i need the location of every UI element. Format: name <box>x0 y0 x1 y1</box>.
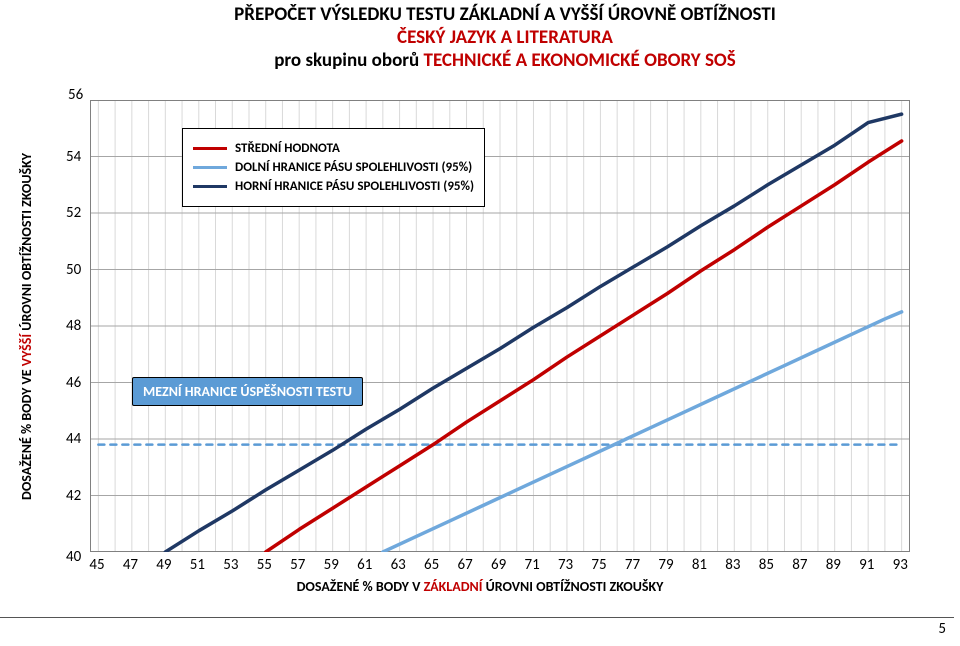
xtick-label: 89 <box>826 556 841 574</box>
xtick-label: 59 <box>324 556 339 574</box>
legend-swatch <box>193 185 227 188</box>
y-axis-title: DOSAŽENÉ % BODY VE VYŠŠÍ ÚROVNI OBTÍŽNOS… <box>18 153 35 500</box>
ytick-label: 46 <box>66 374 81 392</box>
legend-label: DOLNÍ HRANICE PÁSU SPOLEHLIVOSTI (95%) <box>235 160 472 175</box>
title-line-1: PŘEPOČET VÝSLEDKU TESTU ZÁKLADNÍ A VYŠŠÍ… <box>90 4 920 27</box>
title-line-3a: pro skupinu oborů <box>274 49 423 72</box>
xtick-label: 67 <box>458 556 473 574</box>
legend-label: HORNÍ HRANICE PÁSU SPOLEHLIVOSTI (95%) <box>235 179 474 194</box>
xtick-label: 93 <box>893 556 908 574</box>
xtick-label: 69 <box>491 556 506 574</box>
xtick-label: 83 <box>725 556 740 574</box>
legend-box: STŘEDNÍ HODNOTA DOLNÍ HRANICE PÁSU SPOLEH… <box>182 128 485 207</box>
ytick-56: 56 <box>68 86 83 104</box>
xtick-label: 81 <box>692 556 707 574</box>
ytick-label: 40 <box>66 548 81 566</box>
xtick-label: 61 <box>357 556 372 574</box>
legend-item: STŘEDNÍ HODNOTA <box>193 141 474 156</box>
ytick-label: 52 <box>66 204 81 222</box>
xtick-label: 73 <box>558 556 573 574</box>
threshold-label-box: MEZNÍ HRANICE ÚSPĚŠNOSTI TESTU <box>132 377 363 406</box>
xtick-label: 79 <box>658 556 673 574</box>
title-line-3: pro skupinu oborů TECHNICKÉ A EKONOMICKÉ… <box>90 50 920 73</box>
ytick-label: 50 <box>66 261 81 279</box>
xtick-label: 51 <box>190 556 205 574</box>
x-axis-title: DOSAŽENÉ % BODY V ZÁKLADNÍ ÚROVNI OBTÍŽN… <box>0 578 960 595</box>
xtick-label: 55 <box>257 556 272 574</box>
xtick-label: 75 <box>591 556 606 574</box>
y-axis-title-wrap: DOSAŽENÉ % BODY VE VYŠŠÍ ÚROVNI OBTÍŽNOS… <box>8 200 28 500</box>
xtick-label: 77 <box>625 556 640 574</box>
xtick-label: 45 <box>89 556 104 574</box>
xtick-label: 87 <box>792 556 807 574</box>
ytick-label: 42 <box>66 487 81 505</box>
xtick-label: 53 <box>223 556 238 574</box>
footer-separator <box>0 617 954 618</box>
legend-item: DOLNÍ HRANICE PÁSU SPOLEHLIVOSTI (95%) <box>193 160 474 175</box>
ytick-label: 54 <box>66 148 81 166</box>
ytick-label: 44 <box>66 430 81 448</box>
xtick-label: 91 <box>859 556 874 574</box>
legend-item: HORNÍ HRANICE PÁSU SPOLEHLIVOSTI (95%) <box>193 179 474 194</box>
ytick-label: 48 <box>66 317 81 335</box>
xtick-label: 63 <box>391 556 406 574</box>
chart-title-block: PŘEPOČET VÝSLEDKU TESTU ZÁKLADNÍ A VYŠŠÍ… <box>90 4 920 72</box>
xtick-label: 65 <box>424 556 439 574</box>
xtick-label: 57 <box>290 556 305 574</box>
xtick-label: 47 <box>123 556 138 574</box>
legend-swatch <box>193 147 227 150</box>
xtick-label: 85 <box>759 556 774 574</box>
page-number: 5 <box>938 620 946 638</box>
title-line-3b: TECHNICKÉ A EKONOMICKÉ OBORY SOŠ <box>424 49 736 72</box>
xtick-label: 71 <box>524 556 539 574</box>
xtick-label: 49 <box>156 556 171 574</box>
legend-label: STŘEDNÍ HODNOTA <box>235 141 340 156</box>
legend-swatch <box>193 166 227 169</box>
title-line-2: ČESKÝ JAZYK A LITERATURA <box>90 27 920 50</box>
